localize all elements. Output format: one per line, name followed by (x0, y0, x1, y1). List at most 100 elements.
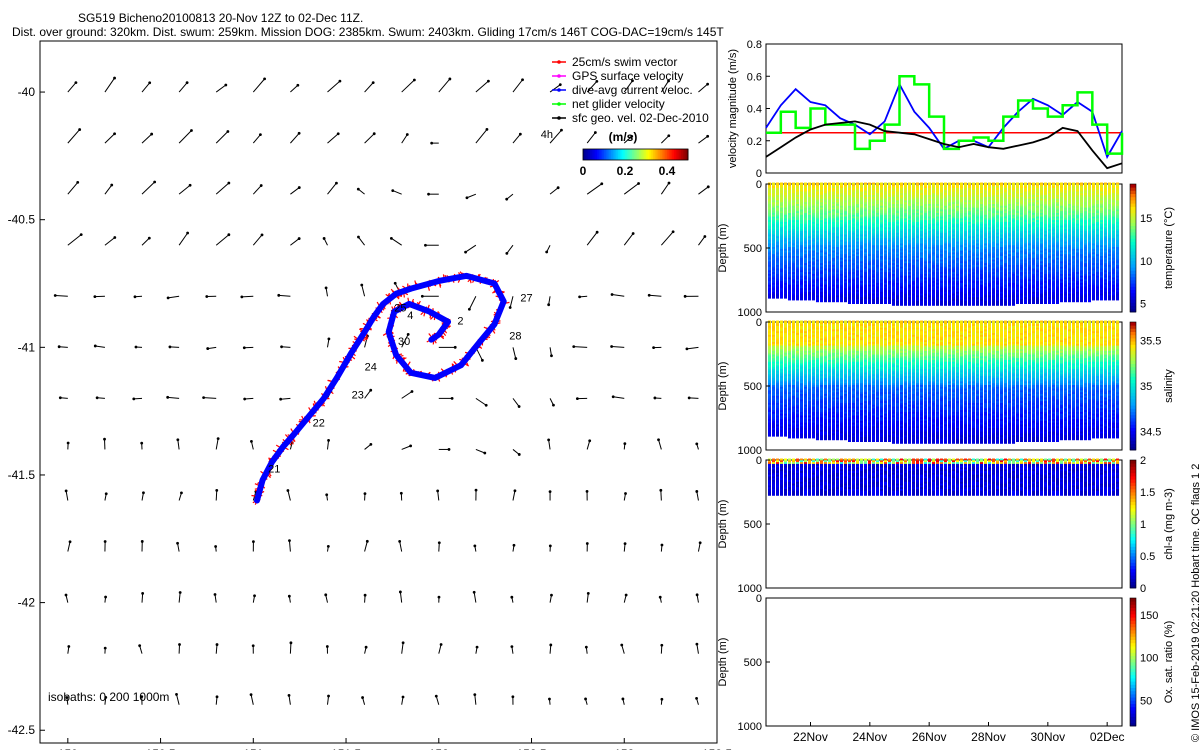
current-vector (506, 244, 514, 254)
current-vector (327, 80, 341, 93)
vector-head (95, 396, 99, 400)
vector-head (391, 189, 395, 192)
vector-head (406, 332, 410, 336)
vector-head (66, 441, 70, 445)
vector-head (361, 696, 364, 699)
vector-head (324, 286, 328, 290)
vector-head (79, 233, 83, 237)
current-vector (290, 187, 300, 195)
vector-head (253, 594, 256, 598)
vector-head (486, 79, 490, 83)
profile-sample (812, 295, 815, 301)
vector-head (67, 645, 71, 648)
profile-sample (928, 300, 931, 306)
profile-sample (992, 300, 995, 306)
profile-sample (772, 293, 775, 299)
vector-head (412, 78, 416, 82)
vector-head (133, 295, 137, 299)
vector-head (371, 81, 375, 85)
vector-head (140, 540, 144, 543)
current-vector (141, 181, 155, 195)
y-tick-label: 0.6 (747, 71, 762, 83)
vector-head (335, 181, 338, 185)
current-vector (65, 490, 69, 501)
current-vector (364, 133, 375, 144)
current-vector (141, 593, 144, 603)
profile-sample (908, 300, 911, 306)
vector-head (472, 590, 476, 594)
profile-sample (904, 300, 907, 306)
current-vector (176, 694, 180, 705)
profile-sample (896, 300, 899, 306)
vector-head (420, 294, 424, 298)
vector-head (398, 590, 402, 594)
profile-sample (892, 300, 895, 306)
profile-sample (940, 300, 943, 306)
profile-sample (808, 295, 811, 301)
vector-head (483, 451, 487, 455)
vector-head (250, 439, 253, 443)
vector-head (178, 643, 181, 646)
profile-sample (852, 299, 855, 305)
vector-head (327, 694, 330, 698)
current-vector (326, 440, 330, 450)
current-vector (215, 234, 230, 246)
vector-head (338, 79, 342, 83)
vector-head (325, 493, 329, 497)
current-vector (290, 84, 299, 93)
vector-head (215, 488, 219, 492)
current-vector (215, 131, 229, 144)
vector-head (453, 345, 457, 349)
vector-head (365, 539, 369, 543)
current-vector (512, 79, 523, 93)
vector-head (427, 192, 430, 196)
vector-head (485, 128, 489, 131)
current-vector (67, 129, 81, 144)
vector-head (142, 491, 145, 495)
vector-head (224, 83, 228, 87)
profile-sample (848, 299, 851, 305)
current-vector (475, 448, 485, 454)
current-vector (474, 694, 477, 705)
profile-sample (856, 299, 859, 305)
current-vector (401, 134, 408, 144)
vector-head (401, 695, 405, 699)
current-vector (327, 133, 339, 144)
current-vector (141, 237, 150, 246)
profile-sample (828, 297, 831, 303)
current-vector (215, 84, 227, 93)
current-vector (178, 82, 188, 93)
vector-head (113, 76, 116, 80)
current-vector (326, 695, 330, 705)
current-vector (364, 541, 368, 552)
profile-sample (888, 299, 891, 305)
current-vector (178, 184, 191, 195)
current-vector (290, 132, 300, 144)
current-vector (290, 238, 300, 246)
vector-head (240, 295, 244, 299)
vector-head (288, 539, 291, 543)
vector-head (150, 132, 154, 136)
vector-head (475, 645, 479, 649)
vector-head (277, 293, 281, 297)
current-vector (141, 133, 152, 144)
current-vector (288, 540, 291, 552)
current-vector (241, 295, 254, 298)
vector-head (434, 694, 438, 698)
current-vector (401, 334, 409, 348)
vector-head (336, 132, 340, 136)
profile-sample (900, 300, 903, 306)
vector-head (297, 237, 301, 240)
current-vector (177, 439, 180, 450)
vector-head (424, 243, 427, 247)
vector-head (327, 337, 331, 341)
current-vector (168, 295, 180, 299)
vector-head (227, 181, 231, 185)
current-vector (167, 396, 180, 399)
vector-head (287, 694, 291, 697)
profile-sample (880, 299, 883, 305)
current-vector (435, 695, 440, 705)
vector-head (103, 437, 106, 441)
profile-sample (920, 300, 923, 306)
